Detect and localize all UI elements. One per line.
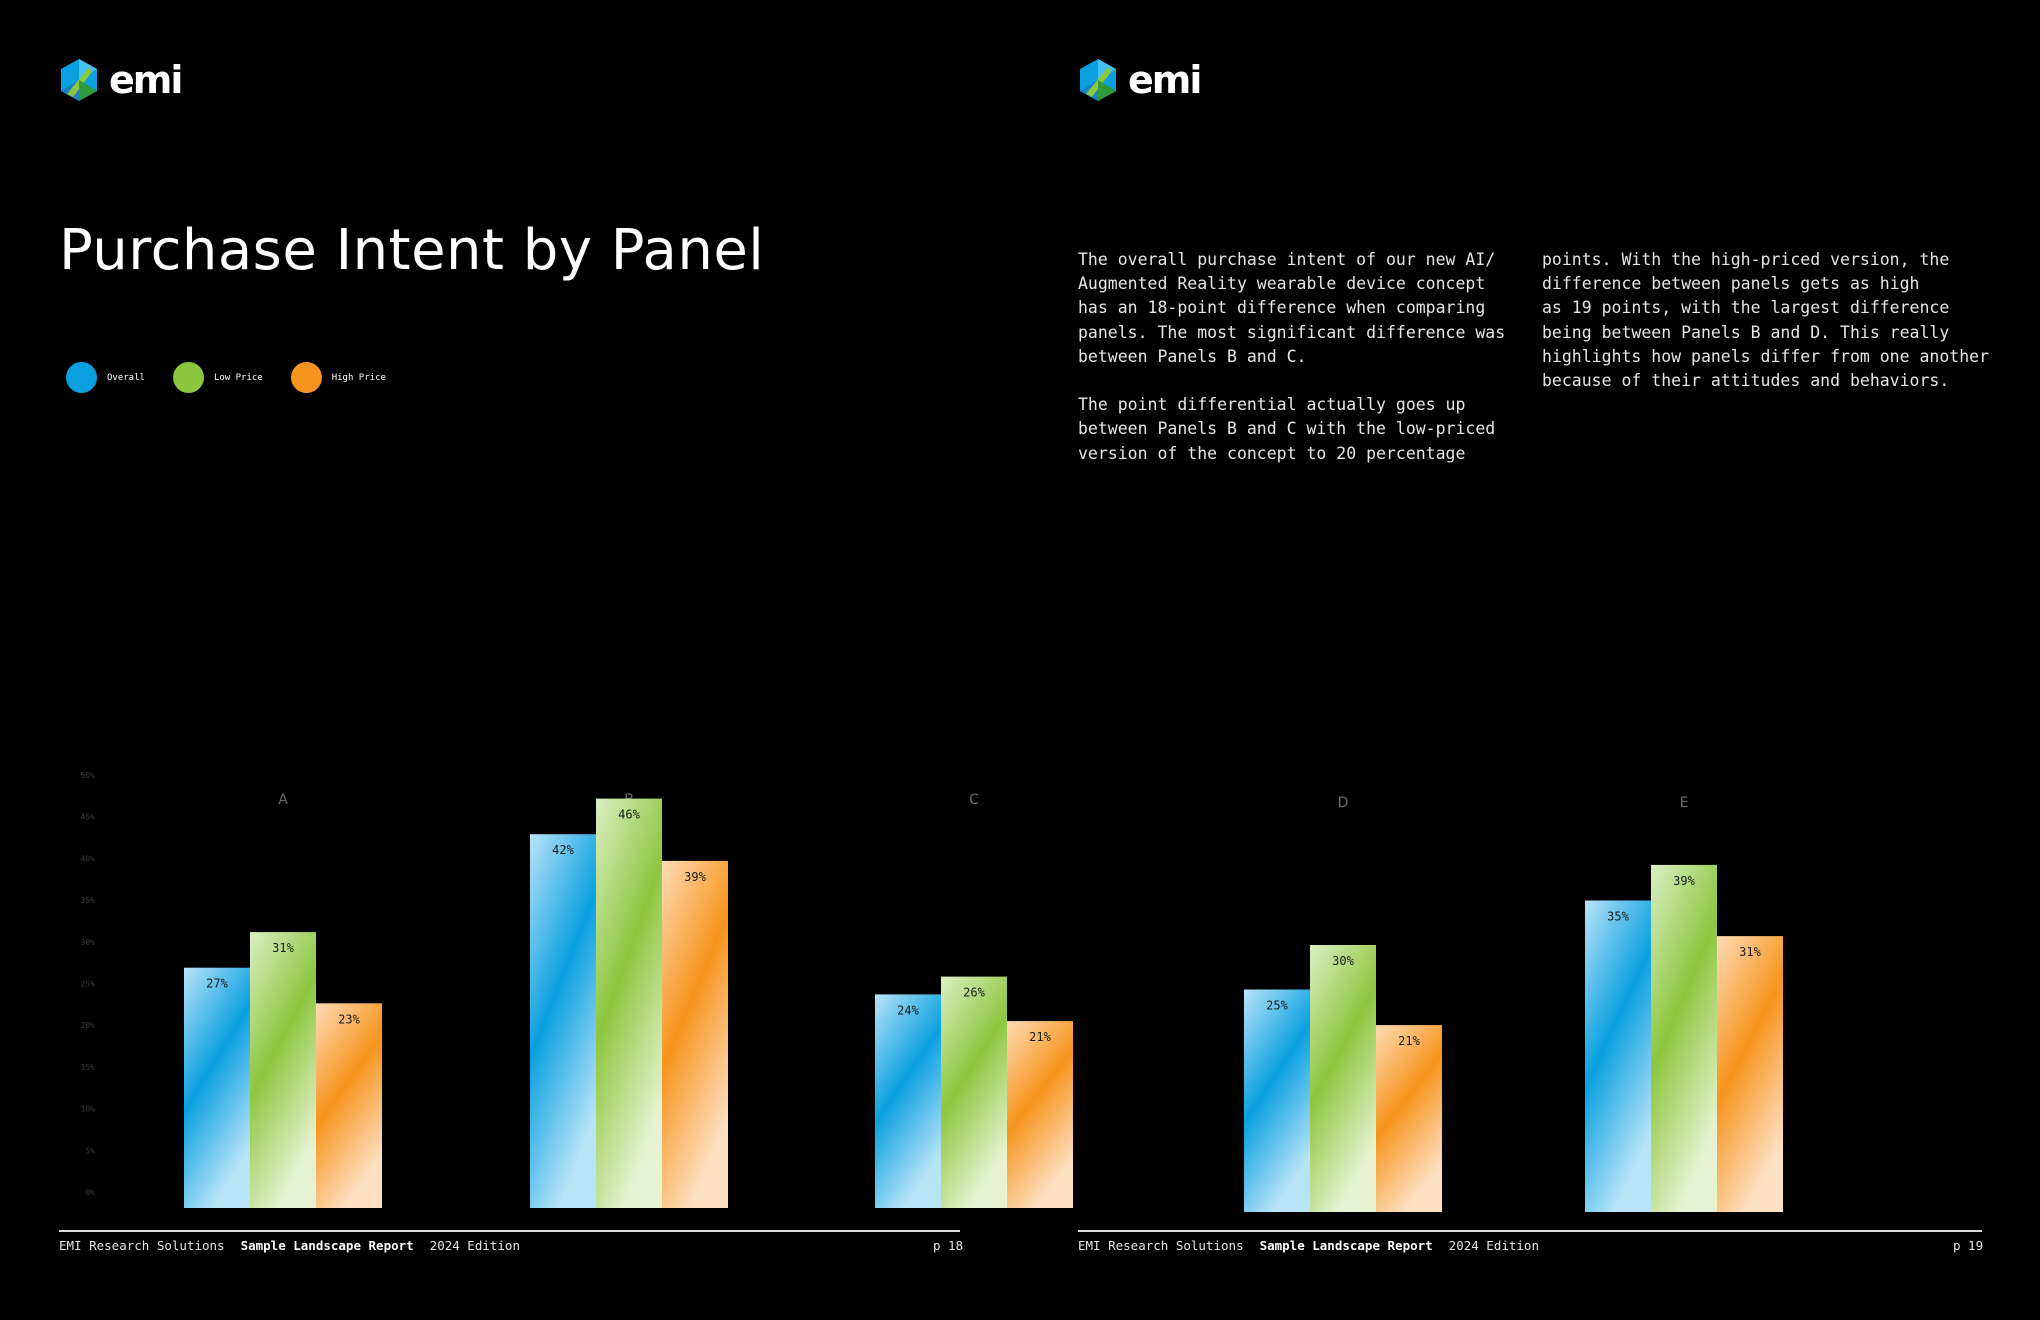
- legend-dot-high-price: [290, 362, 322, 393]
- footer-left: EMI Research Solutions Sample Landscape …: [59, 1238, 536, 1253]
- emi-logo-right: emi: [1078, 58, 1202, 102]
- data-label: 21%: [1029, 1030, 1051, 1044]
- bars: A27%31%23%B42%46%39%C24%26%21%D25%30%21%…: [184, 792, 1783, 1212]
- emi-logo-icon: [61, 59, 97, 101]
- bar-overall-b: [530, 834, 596, 1208]
- body-text-column-2: points. With the high-priced version, th…: [1542, 250, 1990, 391]
- bar-group-d: D 25% 30% 21%: [1244, 795, 1442, 1212]
- logo-wordmark: emi: [1128, 58, 1202, 102]
- data-label: 39%: [684, 870, 706, 884]
- bar-overall-e: [1585, 900, 1651, 1212]
- footer-company: EMI Research Solutions: [59, 1238, 225, 1253]
- legend-dot-low-price: [172, 362, 204, 393]
- legend-dot-overall: [66, 362, 97, 393]
- y-tick-label: 30%: [81, 938, 96, 947]
- bar-low-price-b: [596, 798, 662, 1208]
- y-tick-label: 45%: [81, 813, 96, 822]
- bar-low-price-e: [1651, 864, 1717, 1212]
- bar-group-b: B42%46%39%: [530, 792, 728, 1208]
- category-label: E: [1680, 795, 1689, 811]
- y-axis-ticks: 0% 5% 10% 15% 20% 25% 30% 35% 40% 45% 50%: [81, 771, 96, 1197]
- bar-overall-c: [875, 994, 941, 1208]
- data-label: 35%: [1607, 910, 1629, 924]
- data-label: 31%: [272, 941, 294, 955]
- category-label: D: [1338, 795, 1349, 811]
- category-label: C: [969, 792, 979, 808]
- body-text-column-1: The overall purchase intent of our new A…: [1078, 250, 1506, 463]
- y-tick-label: 50%: [81, 771, 96, 780]
- bar-low-price-d: [1310, 945, 1376, 1212]
- data-label: 39%: [1673, 874, 1695, 888]
- bar-group-e: E 35% 39% 31%: [1585, 795, 1783, 1212]
- bar-low-price-c: [941, 976, 1007, 1208]
- data-label: 46%: [618, 808, 640, 822]
- page-number-left: p 18: [933, 1238, 964, 1253]
- page-number-right: p 19: [1953, 1238, 1984, 1253]
- y-tick-label: 15%: [81, 1063, 96, 1072]
- bar-high-price-c: [1007, 1021, 1073, 1208]
- chart-legend: Overall Low Price High Price: [66, 362, 414, 393]
- emi-logo-left: emi: [59, 58, 183, 102]
- footer-edition: 2024 Edition: [1448, 1238, 1539, 1253]
- logo-wordmark: emi: [109, 58, 183, 102]
- data-label: 23%: [338, 1012, 360, 1026]
- data-label: 31%: [1739, 945, 1761, 959]
- bar-high-price-b: [662, 860, 728, 1208]
- footer-rule-left: [59, 1230, 960, 1232]
- legend-label: Overall: [107, 372, 145, 383]
- y-tick-label: 35%: [81, 896, 96, 905]
- bar-high-price-e: [1717, 936, 1783, 1212]
- bar-overall-a: [184, 967, 250, 1208]
- legend-label: Low Price: [213, 372, 263, 383]
- bar-high-price-a: [316, 1003, 382, 1208]
- category-label: A: [278, 792, 288, 808]
- data-label: 25%: [1266, 999, 1288, 1013]
- footer-report: Sample Landscape Report: [1259, 1238, 1433, 1253]
- page-title: Purchase Intent by Panel: [59, 218, 765, 283]
- bar-high-price-d: [1376, 1025, 1442, 1212]
- emi-logo-icon: [1080, 59, 1116, 101]
- footer-edition: 2024 Edition: [429, 1238, 520, 1253]
- bar-low-price-a: [250, 932, 316, 1208]
- data-label: 30%: [1332, 954, 1354, 968]
- y-tick-label: 40%: [81, 854, 96, 863]
- footer-company: EMI Research Solutions: [1078, 1238, 1244, 1253]
- data-label: 27%: [206, 977, 228, 991]
- y-tick-label: 20%: [81, 1021, 96, 1030]
- y-tick-label: 5%: [85, 1146, 95, 1155]
- footer-report: Sample Landscape Report: [240, 1238, 414, 1253]
- legend-item-low-price: Low Price: [172, 362, 263, 393]
- bar-group-c: C 24% 26% 21%: [875, 792, 1073, 1208]
- y-tick-label: 10%: [81, 1105, 96, 1114]
- legend-item-high-price: High Price: [290, 362, 386, 393]
- legend-label: High Price: [331, 372, 386, 383]
- data-label: 21%: [1398, 1034, 1420, 1048]
- legend-item-overall: Overall: [66, 362, 145, 393]
- bar-group-a: A 27% 31% 23%: [184, 792, 382, 1208]
- footer-rule-right: [1078, 1230, 1982, 1232]
- data-label: 26%: [963, 986, 985, 1000]
- y-tick-label: 25%: [81, 980, 96, 989]
- y-tick-label: 0%: [85, 1188, 95, 1197]
- footer-right: EMI Research Solutions Sample Landscape …: [1078, 1238, 1555, 1253]
- bar-overall-d: [1244, 989, 1310, 1212]
- data-label: 24%: [897, 1003, 919, 1017]
- data-label: 42%: [552, 843, 574, 857]
